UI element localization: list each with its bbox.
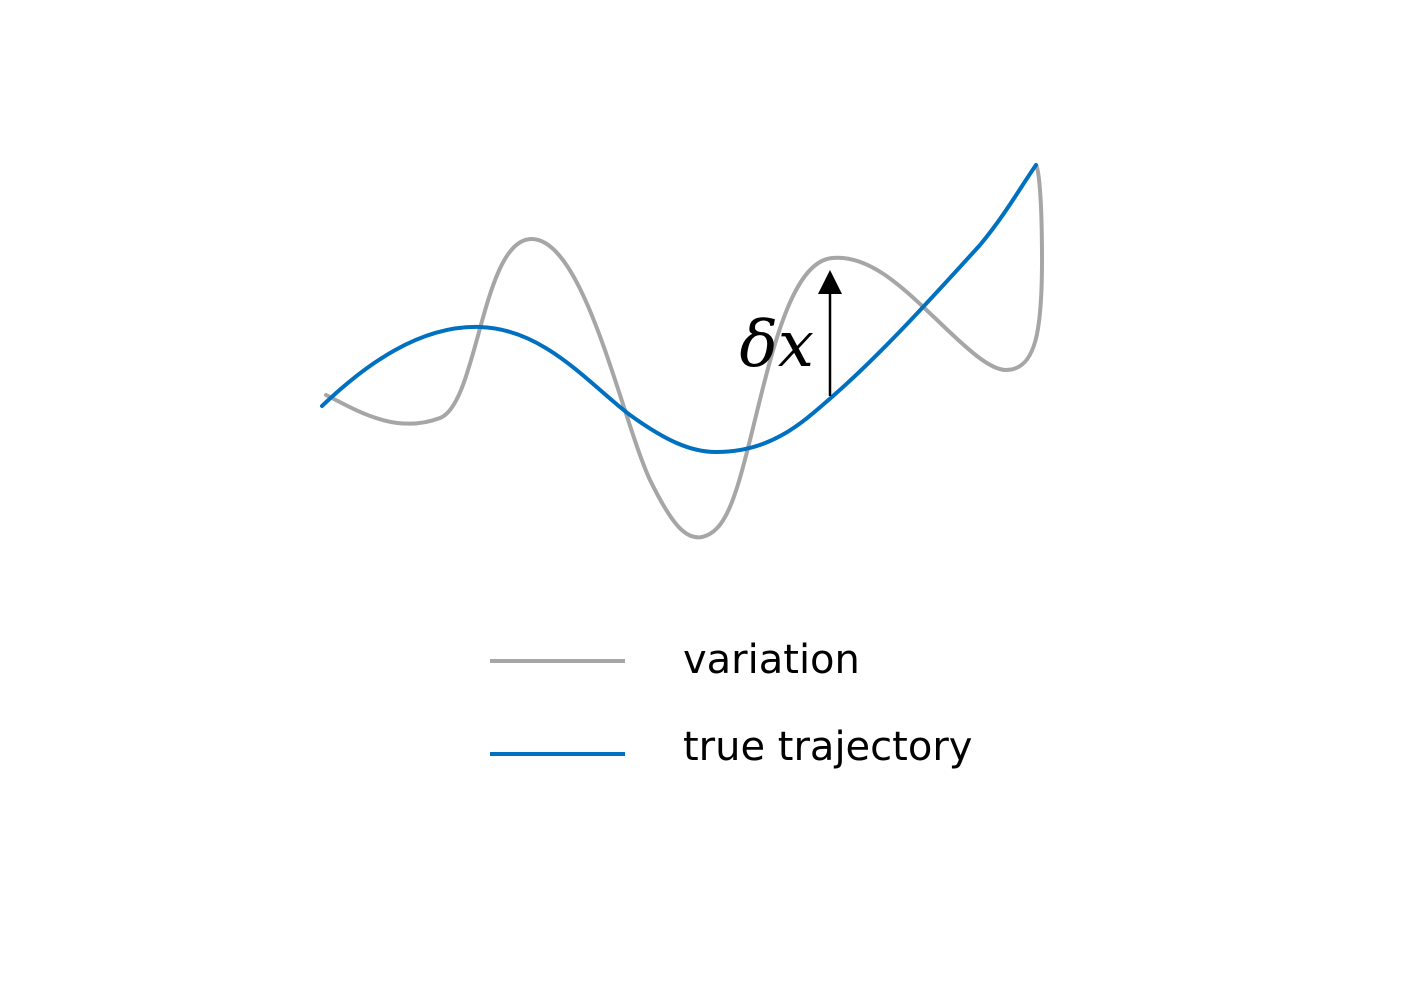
legend: variation true trajectory — [490, 637, 972, 770]
legend-label-true-trajectory: true trajectory — [683, 724, 972, 770]
true-trajectory-curve — [320, 163, 1038, 454]
delta-x-label: δx — [739, 308, 814, 382]
legend-label-variation: variation — [683, 637, 860, 683]
variation-curve — [324, 163, 1044, 540]
delta-x-arrowhead-icon — [818, 270, 842, 294]
